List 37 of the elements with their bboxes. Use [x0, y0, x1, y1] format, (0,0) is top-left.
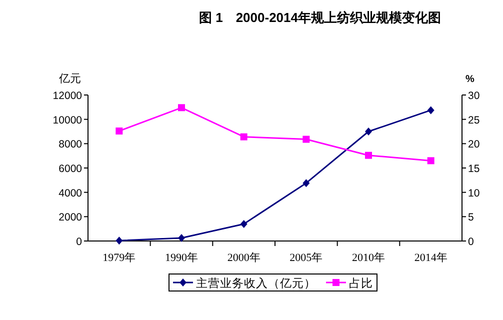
y2-tick-label: 5 [468, 212, 474, 224]
y-tick-label: 8000 [58, 138, 82, 151]
y2-tick-label: 15 [468, 163, 480, 175]
y2-tick-label: 0 [468, 236, 474, 248]
y2-tick-label: 20 [468, 138, 480, 151]
legend-label: 占比 [349, 277, 373, 290]
y2-tick-label: 30 [468, 90, 480, 102]
point [365, 128, 372, 136]
y-tick-label: 4000 [58, 187, 82, 200]
point [427, 106, 434, 114]
point [427, 157, 434, 164]
x-tick-label: 2014年 [414, 252, 448, 264]
x-tick-label: 2010年 [352, 252, 385, 264]
y2-tick-label: 25 [468, 114, 480, 126]
x-tick-label: 2005年 [290, 252, 323, 264]
legend-label: 主营业务收入（亿元） [196, 276, 316, 290]
point [116, 128, 123, 135]
y-tick-label: 2000 [58, 212, 82, 224]
point [302, 136, 310, 143]
y-tick-label: 0 [76, 236, 82, 248]
point [302, 179, 310, 188]
y-tick-label: 10000 [52, 114, 82, 126]
y-axis-title: 亿元 [58, 73, 81, 85]
y-tick-label: 6000 [58, 163, 82, 175]
x-tick-label: 1990年 [165, 252, 198, 264]
point [116, 236, 123, 245]
y2-tick-label: 10 [468, 187, 480, 200]
y2-axis-title: % [466, 74, 475, 85]
point [240, 220, 248, 228]
x-tick-label: 1979年 [102, 252, 136, 264]
point [178, 104, 185, 112]
point [178, 234, 185, 242]
chart-title: 图 1 2000-2014年规上纺织业规模变化图 [198, 10, 442, 25]
x-tick-label: 2000年 [227, 252, 260, 264]
point [240, 133, 248, 140]
point [365, 152, 372, 159]
y-tick-label: 12000 [52, 90, 82, 102]
